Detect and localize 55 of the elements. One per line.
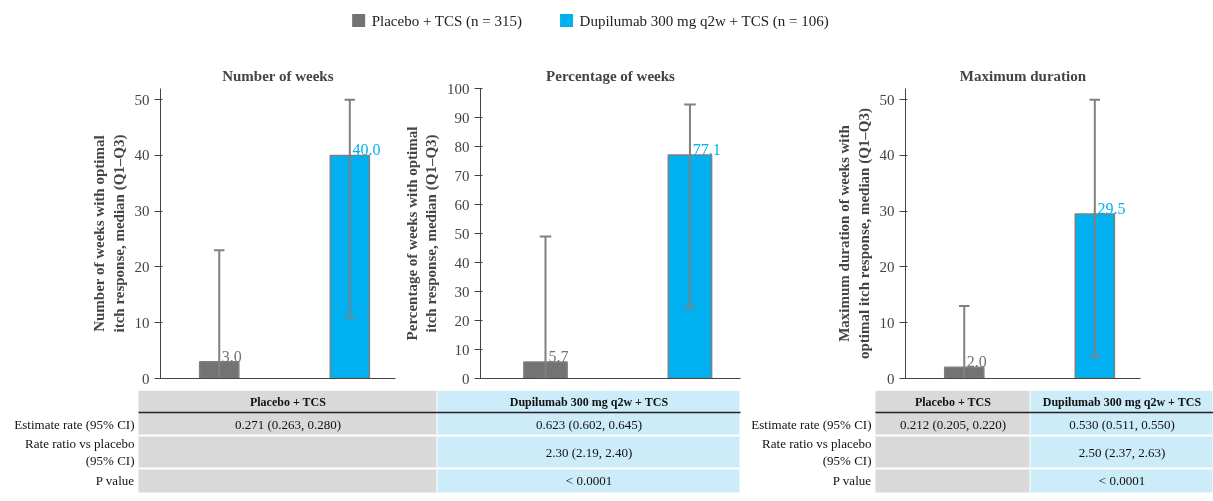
y-tick-label: 20 <box>879 258 895 275</box>
y-axis-title: Number of weeks with optimal itch response, median (Q1–Q3) <box>91 134 128 333</box>
y-tick-label: 10 <box>879 314 895 331</box>
text: 2.50 (2.37, 2.63) <box>1078 444 1166 460</box>
y-tick-label: 30 <box>134 203 150 220</box>
y-tick-label: 30 <box>454 283 470 300</box>
category-label: Dupilumab 300 mg q2w + TCS <box>509 394 669 409</box>
y-axis-title: Maximum duration of weeks with optimal itch response, median (Q1–Q3) <box>836 108 873 359</box>
y-tick-label: 0 <box>887 370 895 387</box>
legend-label: Dupilumab 300 mg q2w + TCS (n = 106) <box>579 12 829 30</box>
y-tick-label: 60 <box>454 196 470 213</box>
text: 0.623 (0.602, 0.645) <box>535 416 643 432</box>
category-label: P value <box>832 473 872 488</box>
data-label: 5.7 <box>548 347 569 365</box>
text: < 0.0001 <box>565 473 613 488</box>
category-label: P value <box>95 473 135 488</box>
chart-title: Number of weeks <box>222 67 334 84</box>
y-tick-label: 30 <box>879 203 895 220</box>
y-tick-label: 40 <box>454 254 470 271</box>
data-label: 3.0 <box>221 347 242 365</box>
y-axis-title: Percentage of weeks with optimal itch response, median (Q1–Q3) <box>403 126 440 341</box>
y-tick-label: 50 <box>879 91 895 108</box>
y-tick-label: 90 <box>454 109 470 126</box>
y-tick-label: 20 <box>454 312 470 329</box>
text: < 0.0001 <box>1098 473 1146 488</box>
y-tick-label: 70 <box>454 167 470 184</box>
category-label: Estimate rate (95% CI) <box>751 416 872 432</box>
category-label: Rate ratio vs placebo (95% CI) <box>762 436 872 468</box>
category-label: Dupilumab 300 mg q2w + TCS <box>1042 394 1202 409</box>
data-label: 77.1 <box>692 140 721 158</box>
y-tick-label: 50 <box>134 91 150 108</box>
y-tick-label: 100 <box>447 80 470 97</box>
y-tick-label: 10 <box>454 341 470 358</box>
y-tick-label: 80 <box>454 138 470 155</box>
text: 0.530 (0.511, 0.550) <box>1069 416 1175 432</box>
category-label: Placebo + TCS <box>914 394 992 409</box>
data-label: 2.0 <box>966 353 987 371</box>
category-label: Placebo + TCS <box>249 394 327 409</box>
y-tick-label: 40 <box>134 147 150 164</box>
legend-label: Placebo + TCS (n = 315) <box>371 12 523 30</box>
text: 0.271 (0.263, 0.280) <box>234 416 342 432</box>
data-label: 40.0 <box>352 141 381 159</box>
y-tick-label: 40 <box>879 147 895 164</box>
y-tick-label: 50 <box>454 225 470 242</box>
y-tick-label: 0 <box>462 370 470 387</box>
y-tick-label: 10 <box>134 314 150 331</box>
y-tick-label: 0 <box>142 370 150 387</box>
chart-title: Maximum duration <box>959 67 1087 84</box>
category-label: Estimate rate (95% CI) <box>14 416 135 432</box>
data-label: 29.5 <box>1097 199 1126 217</box>
text: 0.212 (0.205, 0.220) <box>899 416 1007 432</box>
chart-title: Percentage of weeks <box>546 67 676 84</box>
text: 2.30 (2.19, 2.40) <box>545 444 633 460</box>
y-tick-label: 20 <box>134 258 150 275</box>
category-label: Rate ratio vs placebo (95% CI) <box>25 436 135 468</box>
